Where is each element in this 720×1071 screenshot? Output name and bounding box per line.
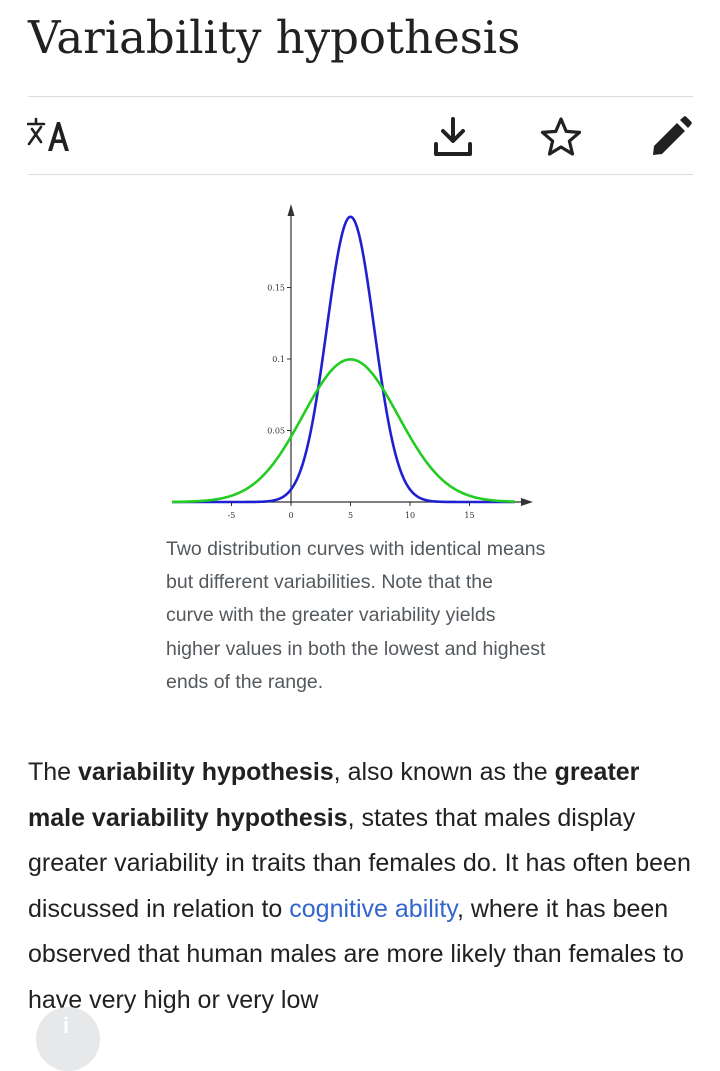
- x-tick-label: -5: [228, 511, 236, 520]
- distribution-chart: -5 0 5 10 15 0.05 0.1 0.15: [171, 204, 533, 521]
- term-greater-male-variability: greater male variability hypothesis: [28, 758, 640, 832]
- chart-series: [171, 215, 515, 504]
- chart-axes: [172, 204, 533, 506]
- x-tick-label: 10: [405, 511, 415, 520]
- link-cognitive-ability[interactable]: cognitive ability: [289, 894, 457, 923]
- pencil-icon[interactable]: [650, 116, 692, 158]
- figure: -5 0 5 10 15 0.05 0.1 0.15: [166, 190, 556, 530]
- x-tick-label: 15: [464, 511, 474, 520]
- term-variability-hypothesis: variability hypothesis: [78, 758, 334, 786]
- toolbar-divider: [28, 174, 693, 175]
- article-intro: The variability hypothesis, also known a…: [28, 750, 693, 1024]
- figure-caption: Two distribution curves with identical m…: [166, 538, 546, 693]
- intro-text-3: , states that males display greater vari…: [28, 803, 691, 923]
- x-axis-arrow: [521, 498, 533, 506]
- download-icon[interactable]: [432, 116, 474, 158]
- translate-icon[interactable]: [27, 116, 73, 154]
- intro-text-2: , also known as the: [333, 758, 555, 786]
- star-icon[interactable]: [540, 116, 582, 158]
- narrow-distribution-curve: [171, 215, 515, 504]
- chart-ticks: -5 0 5 10 15 0.05 0.1 0.15: [228, 284, 475, 521]
- info-button[interactable]: i: [36, 1007, 100, 1071]
- y-tick-label: 0.15: [267, 284, 285, 293]
- info-icon: i: [63, 1013, 70, 1038]
- wide-distribution-curve: [171, 358, 515, 504]
- y-tick-label: 0.05: [267, 427, 285, 436]
- y-axis-arrow: [287, 204, 295, 216]
- y-tick-label: 0.1: [272, 355, 285, 364]
- page-title: Variability hypothesis: [28, 11, 521, 64]
- x-tick-label: 0: [288, 511, 293, 520]
- intro-text-1: The: [28, 758, 79, 786]
- x-tick-label: 5: [348, 511, 353, 520]
- header-divider: [28, 96, 693, 97]
- intro-text-4: , where it has been observed that human …: [28, 894, 684, 1014]
